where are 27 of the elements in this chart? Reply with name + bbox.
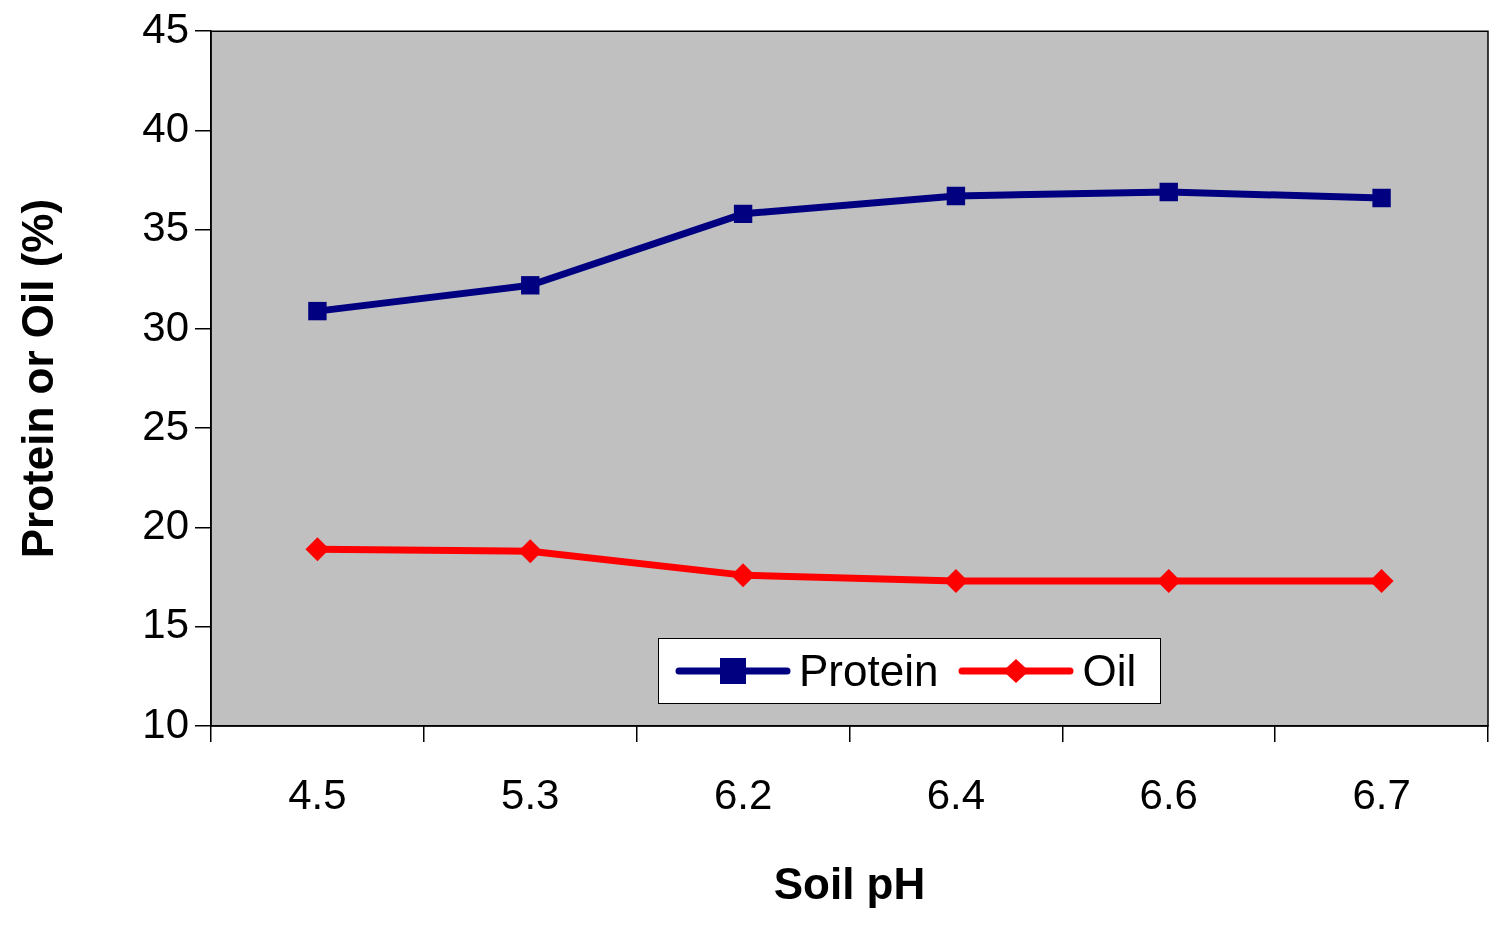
- legend-label: Protein: [799, 646, 939, 696]
- y-tick-label: 25: [142, 401, 189, 449]
- point: [518, 539, 543, 564]
- x-tick-label: 5.3: [501, 770, 560, 818]
- y-axis-title: Protein or Oil (%): [12, 198, 62, 559]
- x-tick-label: 6.4: [926, 770, 986, 818]
- point: [521, 276, 540, 295]
- y-tick-label: 10: [142, 699, 189, 747]
- point: [946, 186, 966, 206]
- x-tick-label: 6.2: [713, 770, 773, 818]
- point: [1159, 182, 1178, 202]
- point: [1369, 569, 1394, 594]
- x-tick-label: 4.5: [288, 770, 347, 818]
- y-tick-label: 40: [142, 104, 189, 152]
- point: [305, 537, 330, 562]
- point: [308, 301, 327, 321]
- x-tick-label: 6.6: [1139, 770, 1198, 818]
- y-tick-label: 45: [142, 4, 189, 52]
- point: [1372, 188, 1391, 208]
- x-tick-label: 6.7: [1352, 770, 1411, 818]
- point: [733, 204, 753, 224]
- x-axis-title: Soil pH: [773, 858, 926, 908]
- y-tick-label: 35: [142, 203, 189, 251]
- y-tick-label: 15: [142, 600, 189, 648]
- y-tick-label: 30: [142, 302, 189, 350]
- legend-label: Oil: [1082, 646, 1137, 696]
- y-tick-label: 20: [142, 501, 189, 549]
